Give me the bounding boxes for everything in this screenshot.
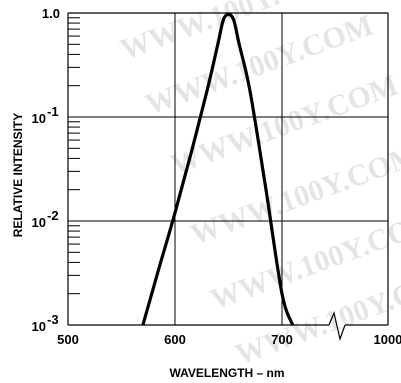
axis-break (328, 311, 346, 342)
y-tick-exponent: -3 (47, 312, 59, 327)
watermark-layer: WWW.100Y.COMWWW.100Y.COMWWW.100Y.COMWWW.… (116, 0, 401, 372)
series-line-0 (141, 12, 295, 326)
y-tick-label: 10 (32, 319, 46, 334)
minor-tick-marks (68, 17, 80, 295)
y-axis-title: RELATIVE INTENSITY (11, 113, 25, 237)
axis-break-mark (328, 311, 346, 342)
x-tick-label: 500 (57, 332, 79, 347)
x-tick-labels: 500 600 700 1000 (57, 332, 401, 347)
x-tick-label-break: 1000 (374, 332, 401, 347)
x-tick-label: 700 (271, 332, 293, 347)
grid-lines (68, 13, 388, 325)
y-tick-exponent: -2 (47, 208, 59, 223)
series-layer (141, 12, 295, 326)
y-tick-label: 1.0 (42, 6, 60, 21)
y-tick-labels: 1.010-110-210-3 (32, 6, 60, 334)
y-tick-exponent: -1 (47, 104, 59, 119)
x-axis-title: WAVELENGTH – nm (169, 366, 284, 380)
x-tick-label: 600 (164, 332, 186, 347)
y-tick-label: 10 (32, 215, 46, 230)
y-tick-label: 10 (32, 111, 46, 126)
